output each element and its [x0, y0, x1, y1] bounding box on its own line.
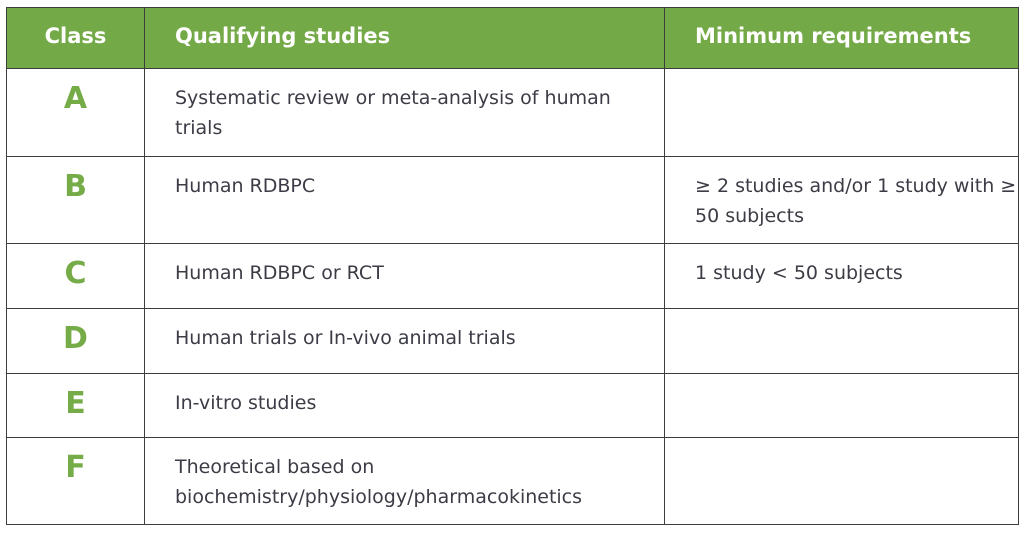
header-row: Class Qualifying studies Minimum require…	[6, 7, 1019, 69]
minimum-requirements-cell	[664, 373, 1019, 438]
table-row: E In-vitro studies	[6, 373, 1019, 438]
table-row: F Theoretical based on biochemistry/phys…	[6, 437, 1019, 525]
minimum-requirements-cell	[664, 68, 1019, 157]
qualifying-studies-cell: Human RDBPC or RCT	[144, 243, 665, 309]
class-letter: B	[6, 156, 145, 244]
minimum-requirements-cell	[664, 437, 1019, 525]
qualifying-studies-cell: Theoretical based on biochemistry/physio…	[144, 437, 665, 525]
class-letter: F	[6, 437, 145, 525]
qualifying-studies-cell: Human RDBPC	[144, 156, 665, 244]
header-class: Class	[6, 7, 145, 69]
class-letter: D	[6, 308, 145, 374]
header-qualifying-studies: Qualifying studies	[144, 7, 665, 69]
minimum-requirements-cell	[664, 308, 1019, 374]
class-letter: A	[6, 68, 145, 157]
table-row: A Systematic review or meta-analysis of …	[6, 68, 1019, 157]
class-letter: E	[6, 373, 145, 438]
table-row: D Human trials or In-vivo animal trials	[6, 308, 1019, 374]
table-body: A Systematic review or meta-analysis of …	[6, 68, 1019, 525]
table-row: C Human RDBPC or RCT 1 study < 50 subjec…	[6, 243, 1019, 309]
qualifying-studies-cell: Human trials or In-vivo animal trials	[144, 308, 665, 374]
qualifying-studies-cell: In-vitro studies	[144, 373, 665, 438]
minimum-requirements-cell: 1 study < 50 subjects	[664, 243, 1019, 309]
table-row: B Human RDBPC ≥ 2 studies and/or 1 study…	[6, 156, 1019, 244]
header-minimum-requirements: Minimum requirements	[664, 7, 1019, 69]
class-letter: C	[6, 243, 145, 309]
minimum-requirements-cell: ≥ 2 studies and/or 1 study with ≥ 50 sub…	[664, 156, 1019, 244]
qualifying-studies-cell: Systematic review or meta-analysis of hu…	[144, 68, 665, 157]
table-header: Class Qualifying studies Minimum require…	[6, 7, 1019, 69]
evidence-class-table: Class Qualifying studies Minimum require…	[6, 7, 1019, 525]
